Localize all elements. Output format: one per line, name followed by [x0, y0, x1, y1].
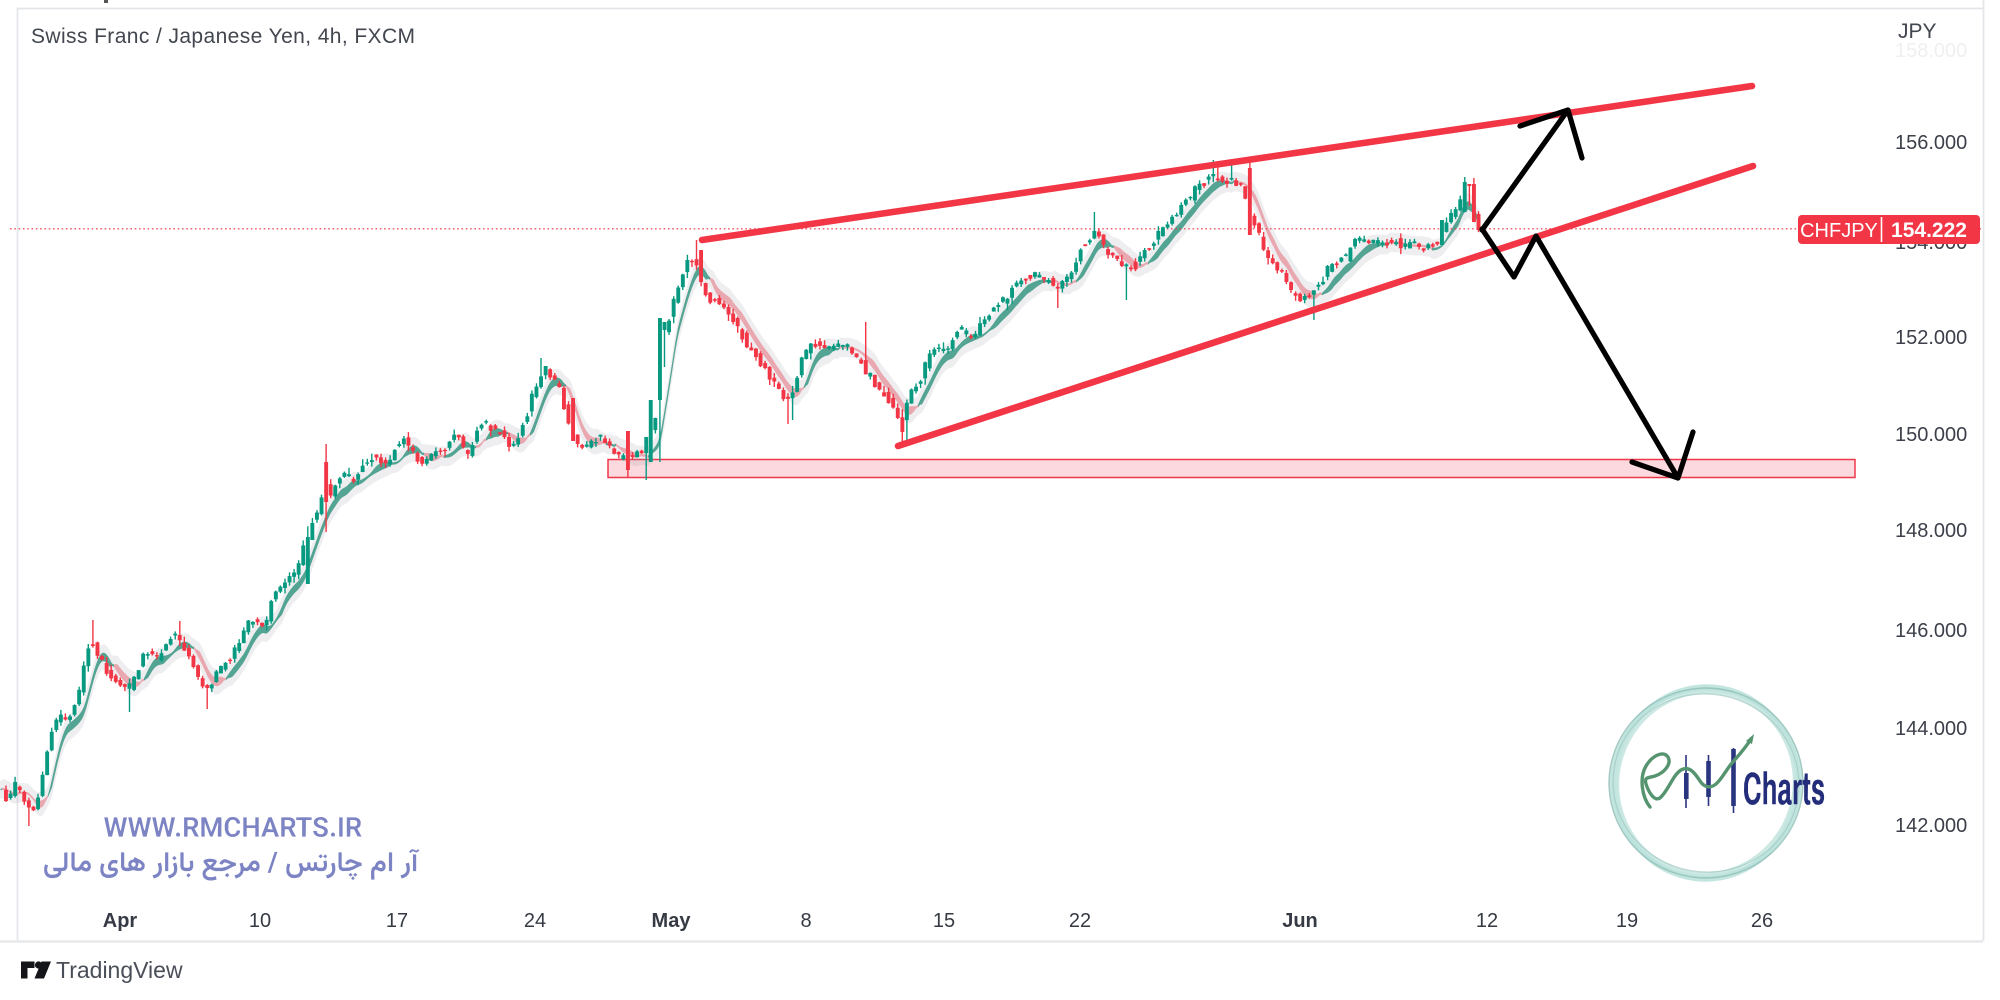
- svg-text:May: May: [652, 910, 692, 932]
- svg-text:12: 12: [1476, 910, 1498, 932]
- svg-text:150.000: 150.000: [1895, 424, 1967, 446]
- svg-text:Jun: Jun: [1282, 910, 1318, 932]
- svg-text:148.000: 148.000: [1895, 520, 1967, 542]
- svg-text:CHFJPY: CHFJPY: [1800, 220, 1878, 242]
- svg-text:19: 19: [1616, 910, 1638, 932]
- svg-text:142.000: 142.000: [1895, 815, 1967, 837]
- svg-text:8: 8: [800, 910, 811, 932]
- svg-text:22: 22: [1069, 910, 1091, 932]
- svg-text:Swiss Franc / Japanese Yen, 4h: Swiss Franc / Japanese Yen, 4h, FXCM: [31, 25, 415, 48]
- svg-text:158.000: 158.000: [1895, 40, 1967, 62]
- svg-text:154.222: 154.222: [1891, 219, 1967, 242]
- svg-text:Apr: Apr: [103, 910, 138, 932]
- svg-text:144.000: 144.000: [1895, 718, 1967, 740]
- svg-text:24: 24: [524, 910, 546, 932]
- svg-text:26: 26: [1751, 910, 1773, 932]
- svg-text:15: 15: [933, 910, 955, 932]
- svg-text:156.000: 156.000: [1895, 132, 1967, 154]
- svg-text:JPY: JPY: [1898, 20, 1937, 43]
- svg-text:146.000: 146.000: [1895, 620, 1967, 642]
- svg-text:TradingView: TradingView: [56, 957, 183, 983]
- svg-text:10: 10: [249, 910, 271, 932]
- svg-text:152.000: 152.000: [1895, 327, 1967, 349]
- svg-text:17: 17: [386, 910, 408, 932]
